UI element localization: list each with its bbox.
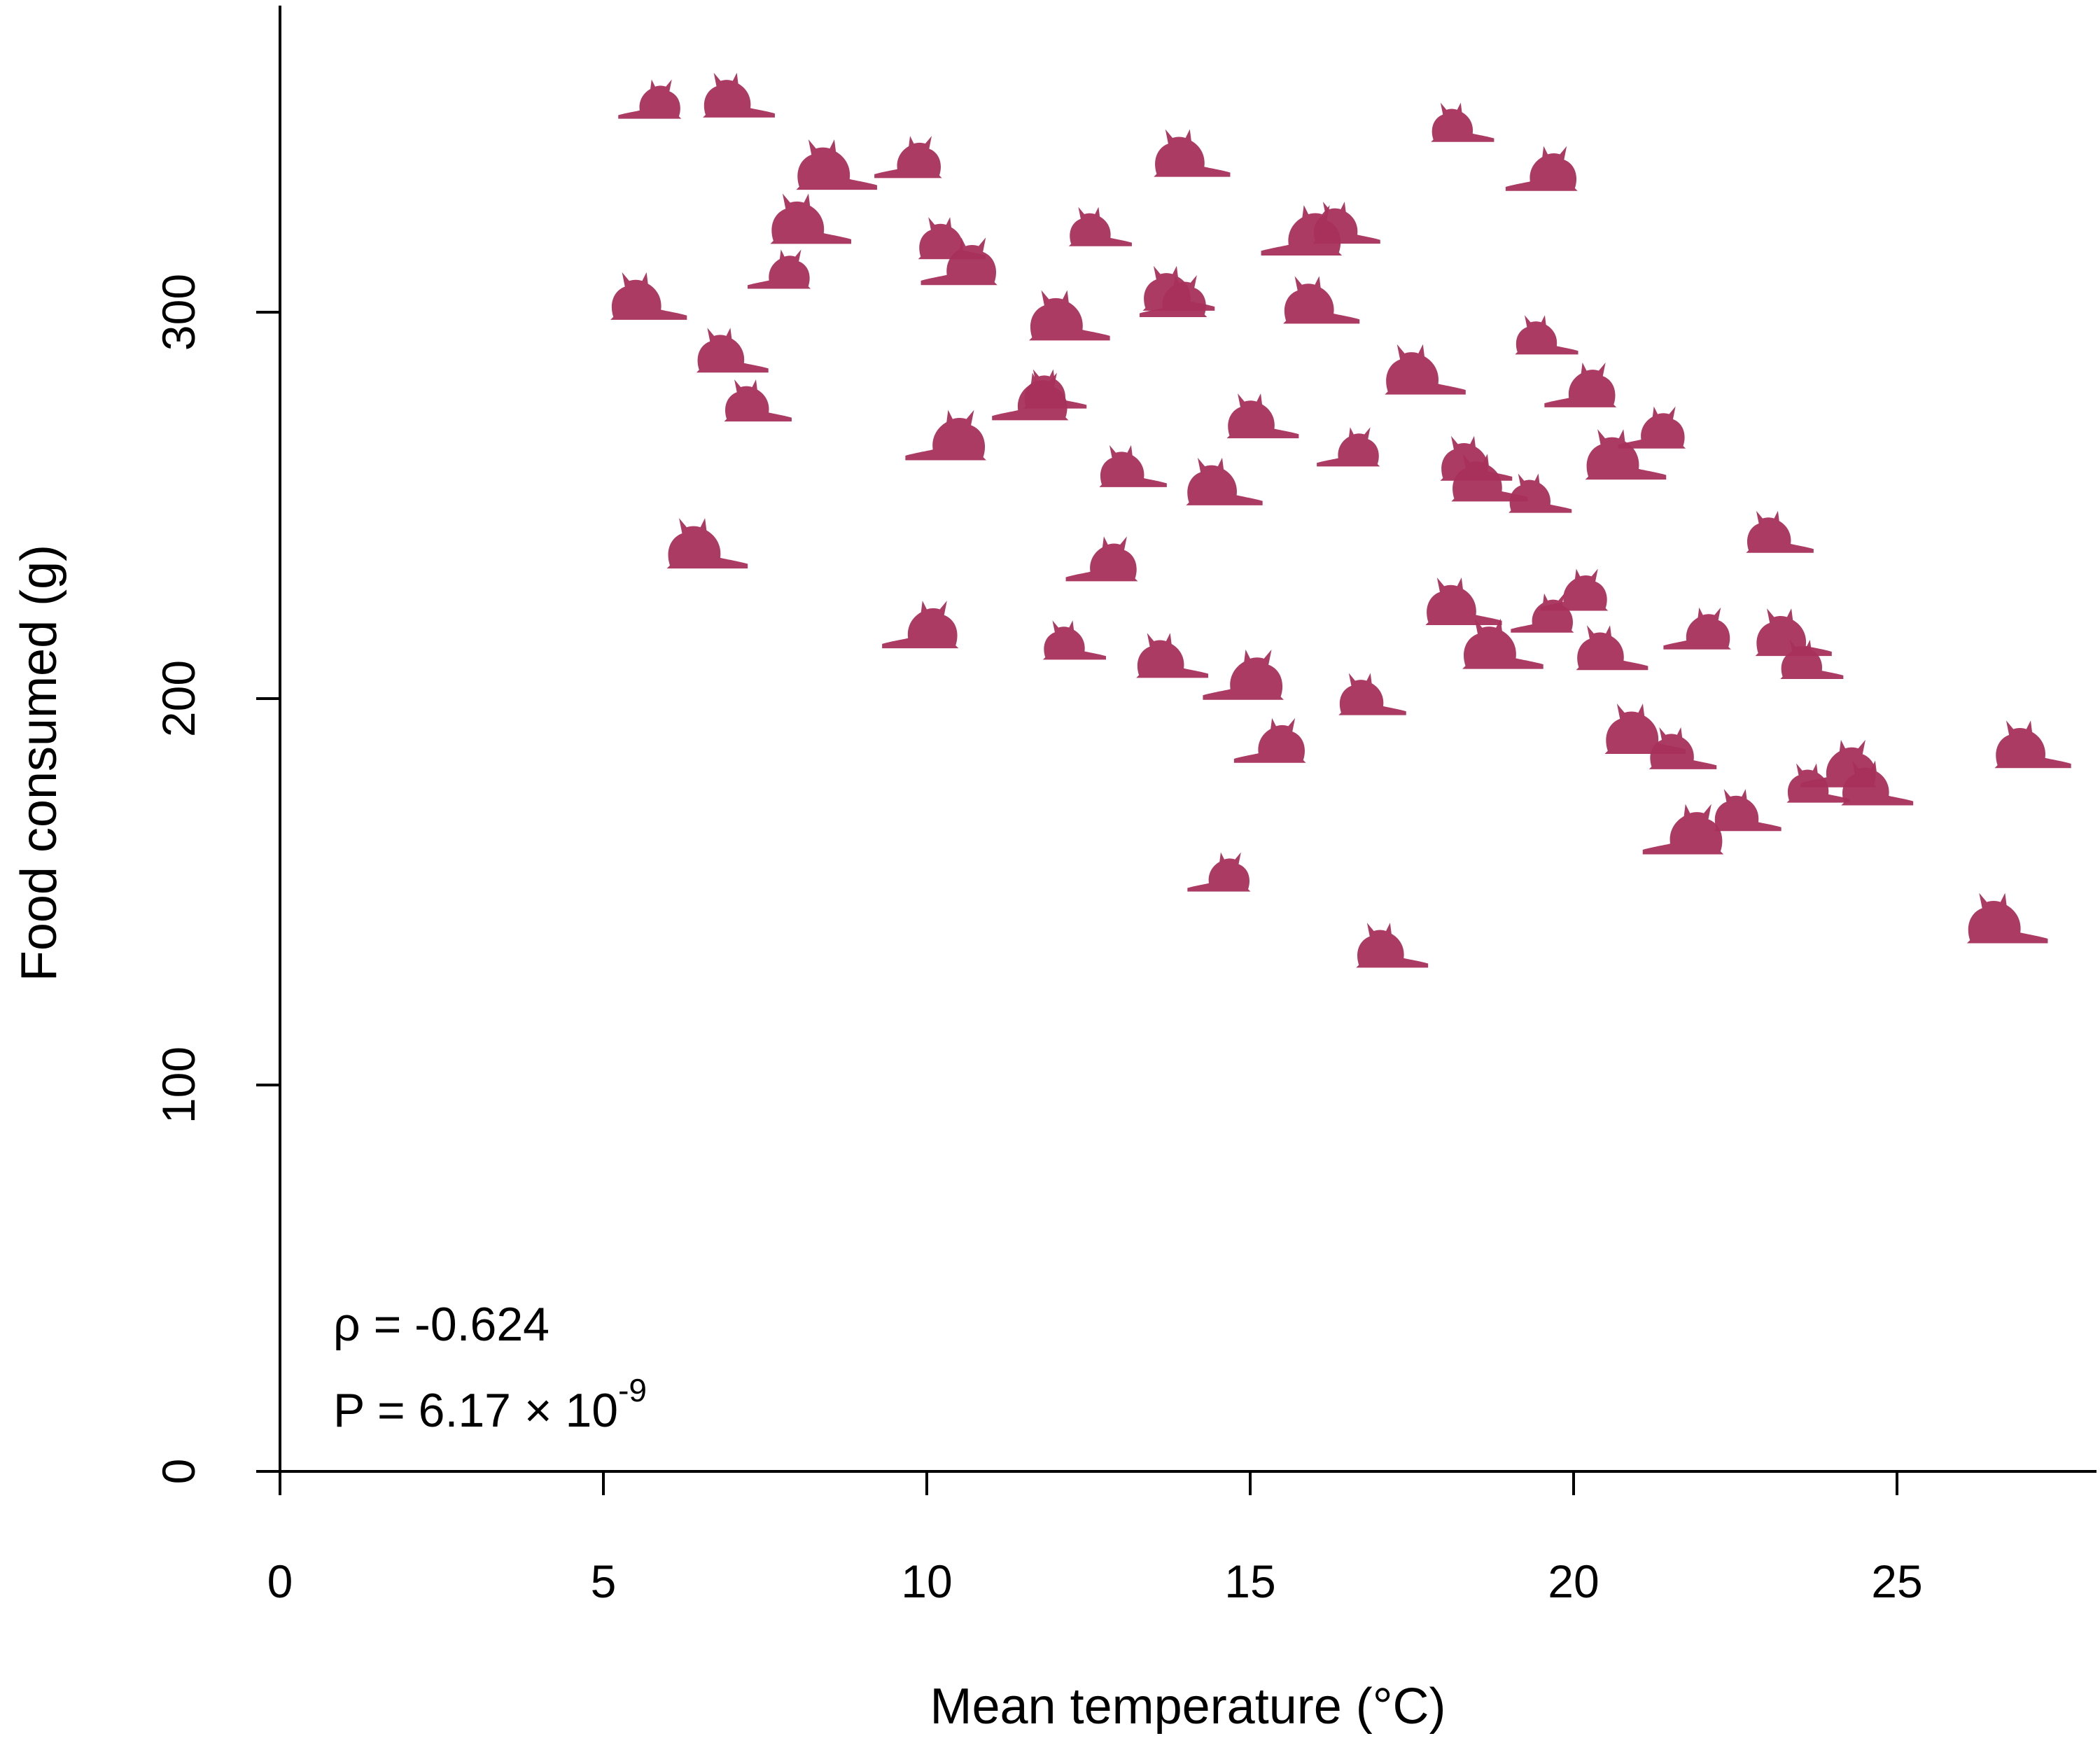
cat-silhouette-icon (1136, 633, 1209, 678)
cat-silhouette-icon (1356, 923, 1429, 968)
cat-silhouette-icon (1642, 804, 1724, 855)
cat-silhouette-icon (1618, 406, 1686, 449)
cat-silhouette-icon (874, 136, 942, 178)
p-value-base: P = 6.17 × 10 (333, 1384, 618, 1437)
cat-silhouette-icon (905, 410, 986, 461)
cat-silhouette-icon (1233, 718, 1306, 763)
y-tick-label: 0 (153, 1459, 204, 1485)
x-axis: 0 5 10 15 20 25 (267, 1470, 2096, 1607)
rho-annotation: ρ = -0.624 (333, 1298, 550, 1351)
cat-silhouette-icon (1714, 789, 1782, 832)
cat-silhouette-icon (1068, 206, 1132, 246)
x-tick-label: 5 (591, 1555, 617, 1607)
y-tick-label: 200 (153, 660, 204, 737)
cat-silhouette-icon (1515, 315, 1578, 355)
cat-silhouette-icon (1283, 276, 1360, 324)
x-tick-label: 15 (1224, 1555, 1275, 1607)
x-ticks: 0 5 10 15 20 25 (267, 1471, 1923, 1607)
cat-silhouette-icon (1544, 362, 1617, 407)
cat-silhouette-icon (1385, 344, 1466, 395)
x-axis-title: Mean temperature (°C) (930, 1679, 1446, 1735)
y-axis: 0 100 200 300 (153, 6, 281, 1484)
x-tick-label: 25 (1871, 1555, 1922, 1607)
y-axis-title: Food consumed (g) (11, 545, 67, 981)
cat-silhouette-icon (1746, 510, 1814, 553)
data-points (610, 72, 2071, 968)
cat-silhouette-icon (1029, 290, 1110, 341)
y-tick-label: 100 (153, 1046, 204, 1124)
cat-silhouette-icon (1317, 427, 1380, 467)
cat-silhouette-icon (796, 139, 877, 190)
cat-silhouette-icon (1203, 649, 1284, 700)
cat-silhouette-icon (1576, 625, 1648, 671)
cat-silhouette-icon (1425, 577, 1502, 625)
y-tick-label: 300 (153, 274, 204, 351)
cat-silhouette-icon (1966, 892, 2048, 944)
cat-silhouette-icon (1648, 727, 1717, 769)
cat-silhouette-icon (1505, 146, 1578, 191)
plot-area (610, 72, 2071, 968)
cat-silhouette-icon (1186, 457, 1263, 505)
cat-silhouette-icon (1663, 607, 1731, 650)
p-value-annotation: P = 6.17 × 10-9 (333, 1372, 647, 1437)
cat-silhouette-icon (666, 518, 748, 569)
cat-silhouette-icon (1994, 720, 2071, 769)
cat-silhouette-icon (770, 193, 852, 244)
cat-silhouette-icon (1338, 673, 1406, 715)
cat-silhouette-icon (1431, 102, 1494, 142)
x-tick-label: 20 (1548, 1555, 1599, 1607)
y-ticks: 0 100 200 300 (153, 274, 280, 1484)
cat-silhouette-icon (1508, 473, 1572, 513)
cat-silhouette-icon (748, 249, 811, 289)
cat-silhouette-icon (618, 79, 682, 119)
cat-silhouette-icon (1226, 393, 1299, 439)
cat-silhouette-icon (696, 328, 769, 373)
cat-silhouette-icon (1099, 444, 1167, 487)
cat-silhouette-icon (1154, 129, 1231, 177)
x-tick-label: 0 (267, 1555, 293, 1607)
p-value-exponent: -9 (618, 1372, 647, 1408)
cat-silhouette-icon (1042, 620, 1106, 660)
cat-silhouette-icon (610, 272, 687, 320)
cat-silhouette-icon (1187, 852, 1251, 892)
cat-silhouette-icon (882, 601, 959, 649)
x-tick-label: 10 (901, 1555, 952, 1607)
cat-silhouette-icon (1065, 536, 1138, 582)
cat-silhouette-icon (1312, 202, 1380, 244)
cat-silhouette-icon (724, 379, 792, 422)
cat-silhouette-icon (703, 72, 775, 118)
